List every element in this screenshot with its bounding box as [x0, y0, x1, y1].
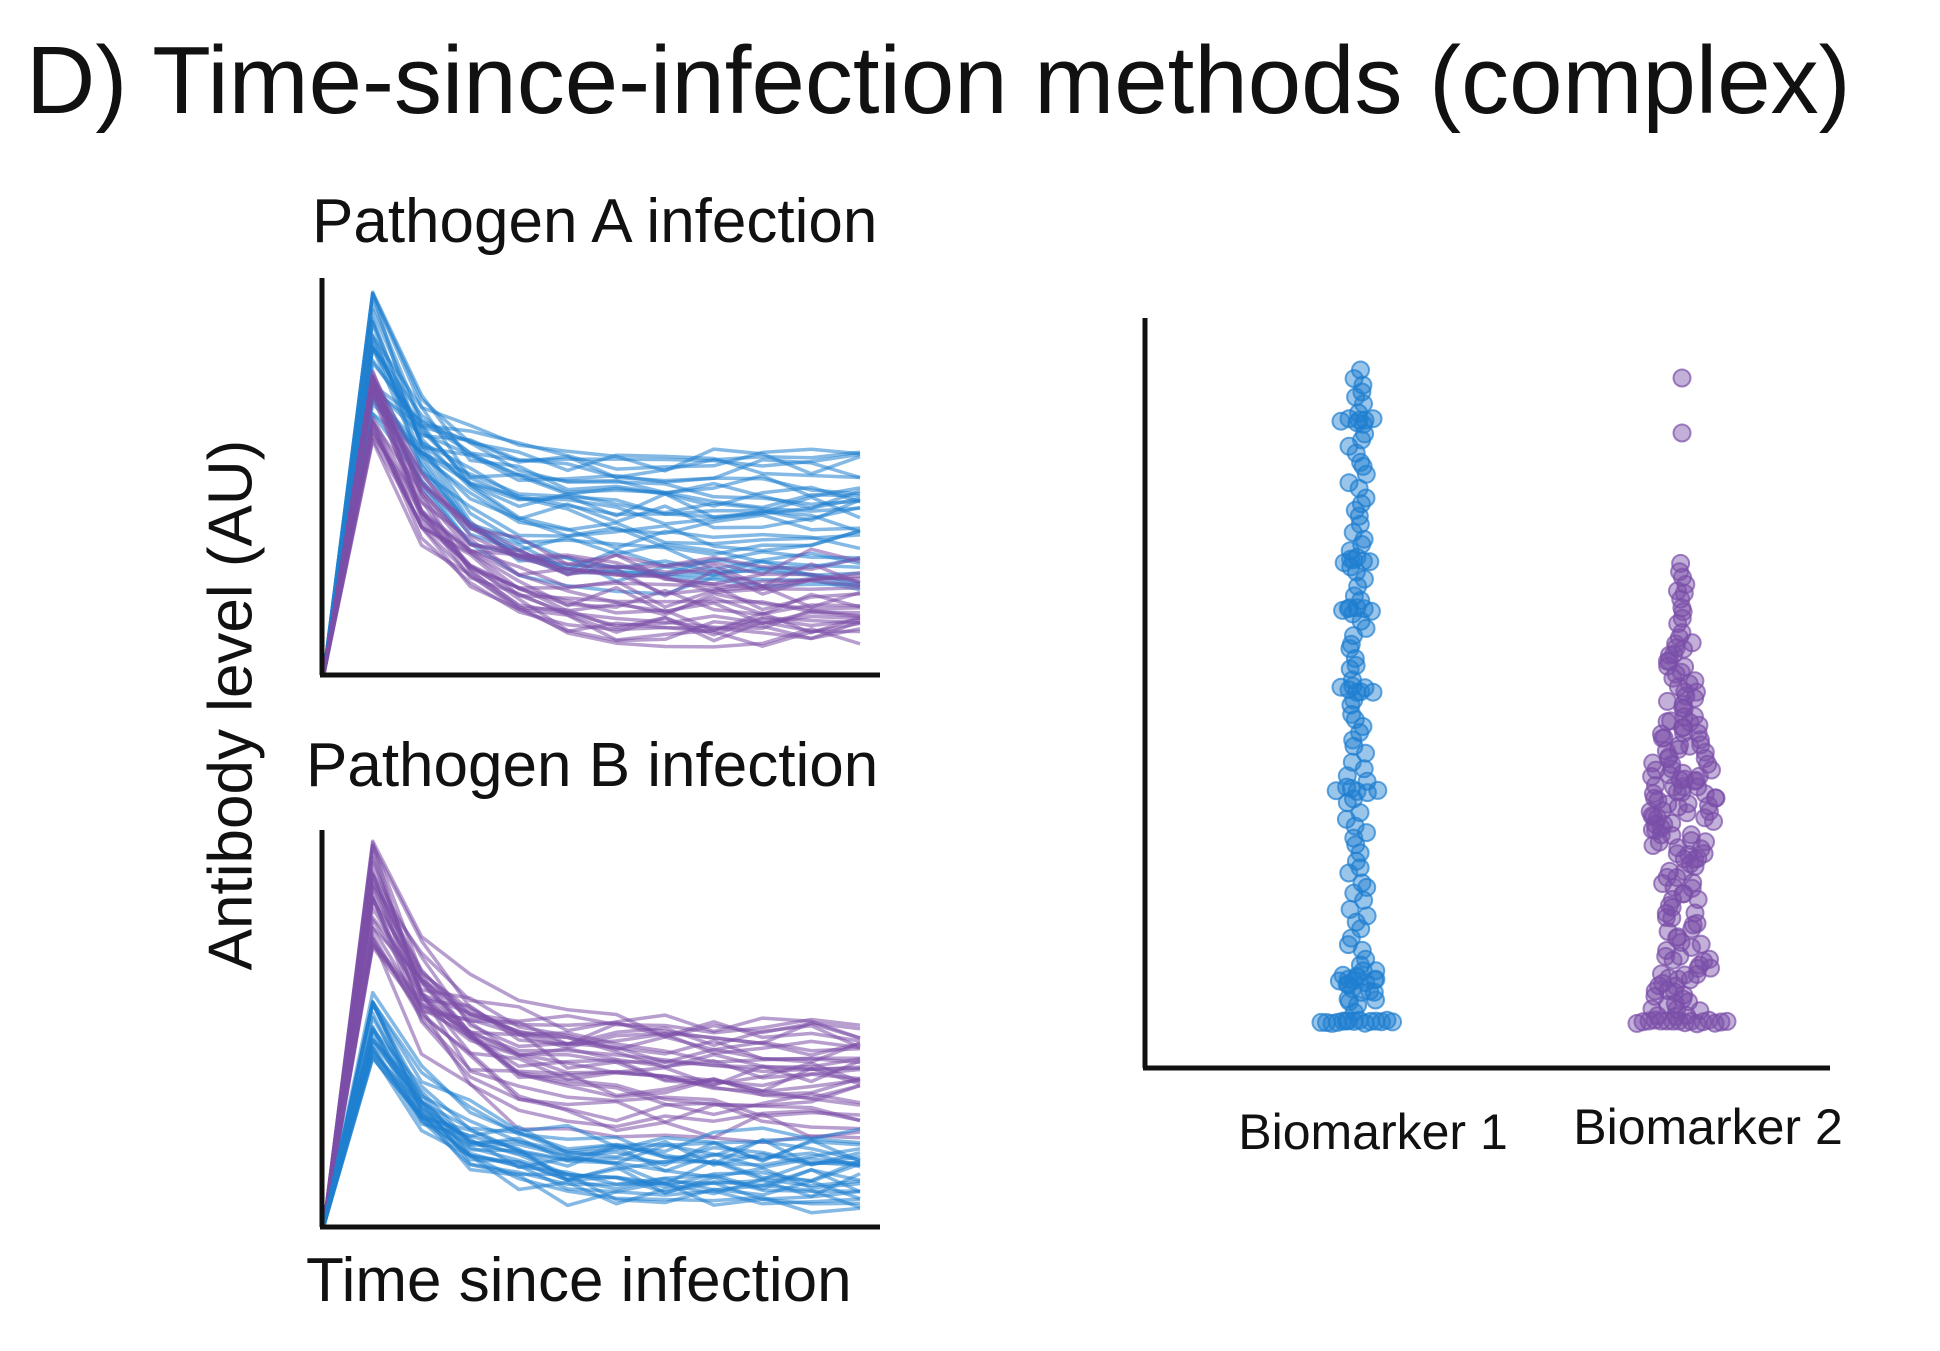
series-line-pathogen_b [322, 375, 861, 674]
series-line-pathogen_b [322, 382, 861, 674]
data-point-biomarker-2 [1653, 874, 1673, 893]
chart-a-title: Pathogen A infection [312, 187, 878, 256]
series-line-pathogen_b [322, 839, 861, 1226]
series-line-pathogen_a [322, 319, 861, 674]
pathogen-b-line-chart [322, 839, 861, 1226]
data-point-biomarker-1 [1383, 1012, 1402, 1032]
data-point-biomarker-1 [1368, 780, 1388, 800]
category-label-biomarker-2: Biomarker 2 [1573, 1099, 1843, 1155]
biomarker-scatter-chart [1311, 360, 1737, 1034]
series-line-pathogen_b [322, 843, 861, 1226]
series-line-pathogen_a [322, 1027, 861, 1226]
pathogen-a-line-chart [322, 290, 861, 674]
data-point-biomarker-2 [1677, 803, 1697, 823]
data-point-biomarker-2 [1668, 838, 1688, 858]
data-point-biomarker-2 [1672, 782, 1692, 802]
data-point-biomarker-1 [1349, 478, 1369, 498]
series-line-pathogen_b [322, 860, 861, 1226]
series-line-pathogen_b [322, 426, 861, 674]
data-point-biomarker-2 [1657, 651, 1677, 671]
data-point-biomarker-2 [1711, 1012, 1731, 1032]
data-point-biomarker-1 [1337, 777, 1357, 797]
data-point-biomarker-1 [1363, 682, 1383, 702]
data-point-biomarker-1 [1354, 569, 1374, 589]
series-line-pathogen_a [322, 334, 861, 674]
data-point-biomarker-1 [1361, 601, 1381, 621]
data-point-biomarker-1 [1340, 639, 1360, 659]
series-line-pathogen_a [322, 1000, 861, 1226]
data-point-biomarker-2 [1672, 368, 1692, 388]
data-point-biomarker-1 [1353, 551, 1373, 571]
data-point-biomarker-1 [1338, 989, 1358, 1009]
series-line-pathogen_a [322, 999, 861, 1226]
series-line-pathogen_b [322, 906, 861, 1226]
panel-title: D) Time-since-infection methods (complex… [26, 27, 1851, 134]
data-point-biomarker-2 [1663, 950, 1683, 970]
data-point-biomarker-1 [1340, 598, 1360, 618]
data-point-biomarker-1 [1326, 781, 1346, 801]
data-point-biomarker-1 [1339, 863, 1359, 883]
series-line-pathogen_b [322, 895, 861, 1226]
series-line-pathogen_b [322, 371, 861, 674]
series-line-pathogen_b [322, 942, 861, 1226]
data-point-biomarker-2 [1672, 423, 1692, 443]
series-line-pathogen_a [322, 1002, 861, 1226]
data-point-biomarker-1 [1365, 970, 1385, 990]
data-point-biomarker-1 [1356, 743, 1375, 763]
data-point-biomarker-2 [1668, 614, 1688, 634]
series-line-pathogen_b [322, 940, 861, 1226]
data-point-biomarker-2 [1671, 932, 1691, 952]
chart-b-title: Pathogen B infection [306, 731, 879, 800]
data-point-biomarker-2 [1704, 811, 1723, 831]
data-point-biomarker-1 [1345, 649, 1365, 668]
data-point-biomarker-1 [1350, 858, 1370, 878]
data-point-biomarker-2 [1643, 836, 1663, 855]
data-point-biomarker-2 [1717, 1011, 1737, 1031]
data-point-biomarker-1 [1347, 598, 1367, 618]
series-line-pathogen_b [322, 841, 861, 1226]
category-label-biomarker-1: Biomarker 1 [1238, 1104, 1508, 1160]
series-line-pathogen_b [322, 882, 861, 1226]
data-point-biomarker-1 [1339, 473, 1359, 493]
data-point-biomarker-1 [1360, 552, 1380, 572]
data-point-biomarker-2 [1656, 908, 1676, 927]
series-line-pathogen_a [322, 375, 861, 674]
series-line-pathogen_a [322, 1000, 861, 1226]
shared-x-axis-label: Time since infection [306, 1246, 852, 1315]
data-point-biomarker-1 [1339, 436, 1359, 456]
series-line-pathogen_a [322, 1024, 861, 1226]
series-line-pathogen_a [322, 393, 861, 674]
series-line-pathogen_a [322, 290, 861, 674]
data-point-biomarker-1 [1343, 730, 1363, 750]
series-line-pathogen_a [322, 360, 861, 674]
data-point-biomarker-1 [1363, 409, 1383, 429]
